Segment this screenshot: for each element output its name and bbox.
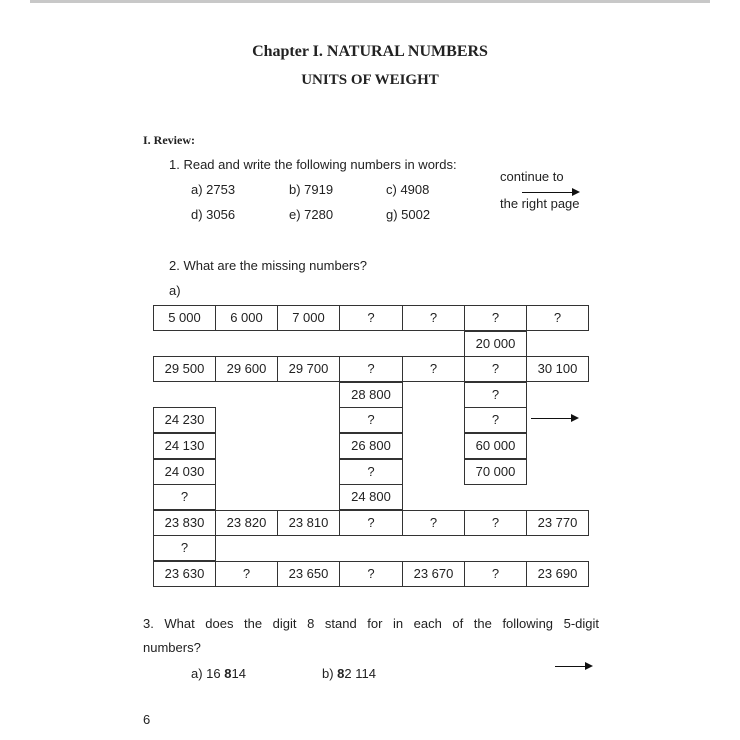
- number-cell: 29 500: [153, 356, 216, 383]
- number-cell: 29 700: [277, 356, 340, 383]
- top-border: [30, 0, 710, 3]
- missing-number-cell: ?: [339, 458, 403, 485]
- number-cell: 23 810: [277, 509, 340, 536]
- continue-note: continue to: [500, 169, 564, 184]
- missing-number-cell: ?: [402, 356, 465, 383]
- missing-number-cell: ?: [464, 381, 527, 408]
- continue-note-2: the right page: [500, 196, 580, 211]
- q1-item: e) 7280: [289, 207, 334, 222]
- missing-number-cell: ?: [464, 509, 527, 536]
- q3-b-suffix: 2 114: [344, 666, 376, 681]
- q3-prompt-2: numbers?: [143, 640, 201, 655]
- missing-number-cell: ?: [464, 407, 527, 434]
- q3-a-digit: 8: [224, 666, 232, 681]
- q3-b-prefix: b): [322, 666, 338, 681]
- missing-number-cell: ?: [339, 356, 403, 383]
- q2-prompt: 2. What are the missing numbers?: [169, 258, 367, 273]
- missing-number-cell: ?: [339, 305, 403, 331]
- number-cell: 23 670: [402, 561, 465, 587]
- missing-number-cell: ?: [464, 561, 527, 587]
- missing-number-cell: ?: [153, 535, 216, 562]
- number-cell: 28 800: [339, 381, 403, 408]
- number-cell: 24 230: [153, 407, 216, 434]
- number-cell: 23 830: [153, 509, 216, 536]
- q1-item: b) 7919: [289, 182, 334, 197]
- missing-number-cell: ?: [464, 356, 527, 383]
- subtitle: UNITS OF WEIGHT: [301, 72, 439, 88]
- q3-item-a: a) 16 814: [191, 666, 246, 681]
- missing-number-cell: ?: [526, 305, 589, 331]
- arrow-icon: [522, 188, 580, 196]
- number-cell: 24 030: [153, 458, 216, 485]
- missing-number-cell: ?: [339, 407, 403, 434]
- q3-a-suffix: 14: [231, 666, 246, 681]
- q1-item: g) 5002: [386, 207, 431, 222]
- number-cell: 6 000: [215, 305, 278, 331]
- number-cell: 26 800: [339, 433, 403, 459]
- missing-number-cell: ?: [153, 484, 216, 511]
- number-cell: 23 690: [526, 561, 589, 587]
- number-cell: 5 000: [153, 305, 216, 331]
- q1-item: a) 2753: [191, 182, 236, 197]
- number-cell: 20 000: [464, 330, 527, 357]
- number-cell: 29 600: [215, 356, 278, 383]
- number-cell: 23 630: [153, 561, 216, 587]
- missing-number-cell: ?: [402, 305, 465, 331]
- number-cell: 24 800: [339, 484, 403, 511]
- q1-prompt: 1. Read and write the following numbers …: [169, 157, 457, 172]
- q3-prompt: 3. What does the digit 8 stand for in ea…: [143, 616, 599, 631]
- section-heading: I. Review:: [143, 133, 195, 147]
- number-cell: 30 100: [526, 356, 589, 383]
- chapter-title: Chapter I. NATURAL NUMBERS: [252, 43, 488, 60]
- number-cell: 23 770: [526, 509, 589, 536]
- q1-item: d) 3056: [191, 207, 236, 222]
- q3-a-prefix: a) 16: [191, 666, 225, 681]
- arrow-icon: [555, 662, 593, 670]
- q1-item: c) 4908: [386, 182, 430, 197]
- number-cell: 7 000: [277, 305, 340, 331]
- arrow-icon: [531, 414, 579, 422]
- missing-number-cell: ?: [464, 305, 527, 331]
- number-cell: 24 130: [153, 433, 216, 459]
- number-cell: 23 650: [277, 561, 340, 587]
- q3-b-digit: 8: [337, 666, 345, 681]
- number-cell: 70 000: [464, 458, 527, 485]
- missing-number-cell: ?: [339, 509, 403, 536]
- number-cell: 23 820: [215, 509, 278, 536]
- q2-part-label: a): [169, 283, 181, 298]
- number-cell: 60 000: [464, 433, 527, 459]
- page-number: 6: [143, 712, 151, 727]
- missing-number-cell: ?: [402, 509, 465, 536]
- q3-item-b: b) 82 114: [322, 666, 376, 681]
- missing-number-cell: ?: [339, 561, 403, 587]
- missing-number-cell: ?: [215, 561, 278, 587]
